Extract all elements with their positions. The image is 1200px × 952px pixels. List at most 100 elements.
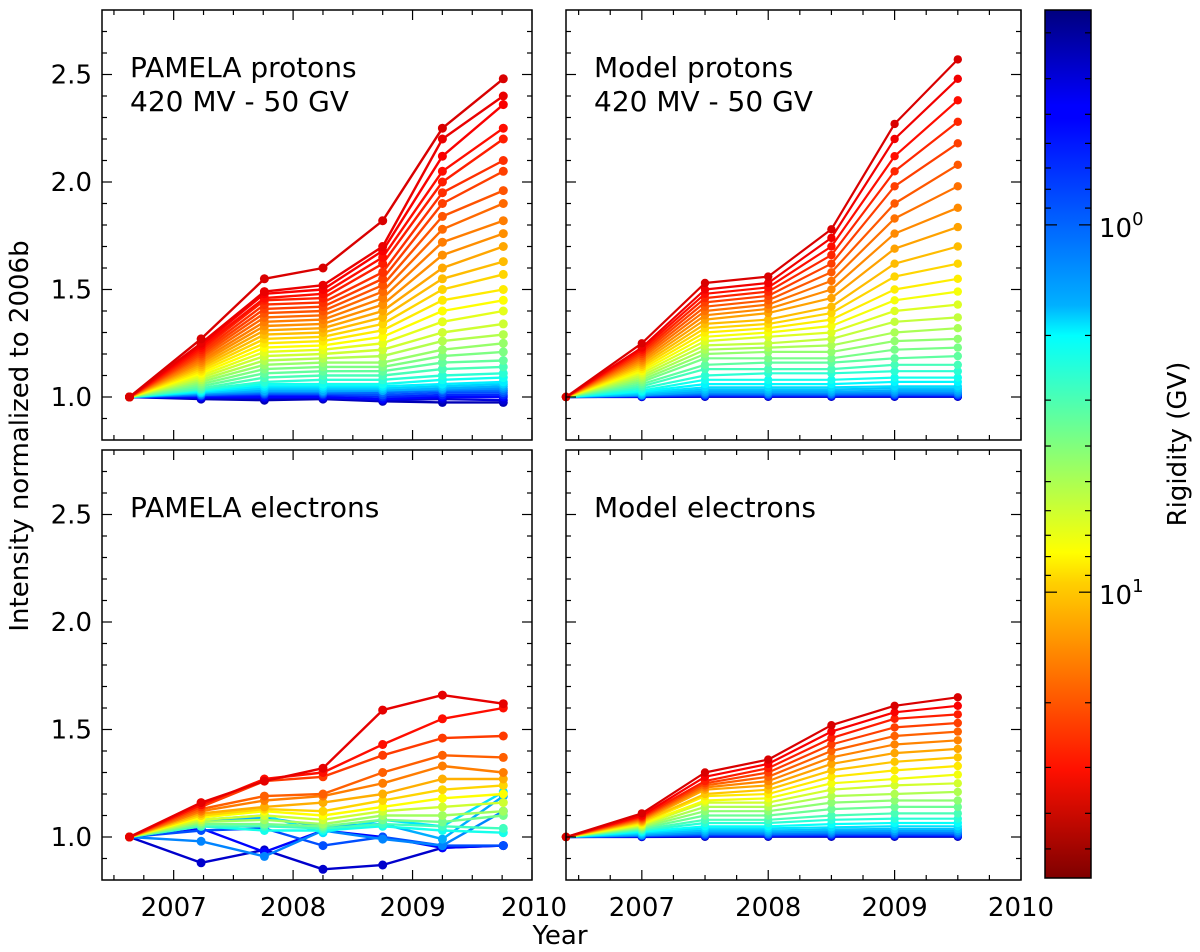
data-point: [437, 328, 447, 337]
data-point: [437, 761, 447, 771]
data-point: [953, 710, 962, 719]
x-tick-label: 2008: [735, 893, 801, 923]
data-point: [890, 214, 899, 223]
data-point: [827, 798, 836, 807]
data-point: [700, 371, 710, 380]
data-point: [890, 809, 899, 818]
data-point: [953, 160, 962, 169]
data-point: [764, 375, 773, 384]
data-point: [827, 354, 836, 363]
data-point: [378, 293, 388, 303]
data-point: [437, 351, 447, 361]
data-point: [125, 392, 134, 402]
data-point: [378, 778, 388, 788]
data-point: [890, 373, 899, 382]
data-point: [378, 319, 388, 329]
data-point: [498, 356, 508, 365]
data-point: [318, 841, 328, 851]
data-point: [890, 296, 899, 305]
data-point: [437, 274, 447, 284]
data-point: [764, 339, 773, 348]
data-point: [498, 134, 508, 144]
data-point: [437, 199, 447, 208]
data-point: [437, 306, 447, 316]
data-point: [953, 334, 962, 344]
data-point: [498, 74, 508, 84]
data-point: [890, 802, 899, 812]
data-point: [437, 295, 447, 305]
data-point: [498, 295, 508, 305]
data-point: [764, 755, 773, 764]
data-point: [890, 167, 899, 176]
data-point: [827, 276, 836, 286]
colorbar-gradient: [1044, 9, 1092, 879]
data-point: [890, 740, 899, 749]
data-point: [437, 188, 447, 198]
data-point: [437, 811, 447, 820]
data-point: [259, 287, 269, 297]
data-point: [498, 798, 508, 808]
data-point: [953, 203, 962, 212]
data-point: [378, 252, 388, 262]
data-point: [953, 796, 962, 805]
data-point: [498, 806, 508, 816]
data-point: [890, 748, 899, 758]
data-point: [827, 293, 836, 303]
data-point: [378, 358, 388, 368]
data-point: [498, 199, 508, 208]
colorbar-tick-exponent: 0: [1132, 209, 1143, 230]
data-point: [827, 721, 836, 730]
colorbar: 100 101 Rigidity (GV): [1044, 9, 1193, 879]
data-point: [827, 242, 836, 251]
data-point: [890, 244, 899, 253]
data-point: [498, 823, 508, 833]
panel-title: PAMELA electrons: [130, 491, 379, 524]
data-point: [890, 723, 899, 732]
data-point: [700, 278, 710, 288]
data-point: [827, 364, 836, 374]
data-point: [437, 785, 447, 795]
data-point: [953, 96, 962, 105]
data-point: [890, 317, 899, 326]
data-point: [378, 312, 388, 322]
x-tick-label: 2008: [260, 893, 326, 923]
data-point: [437, 714, 447, 724]
data-point: [827, 791, 836, 801]
data-point: [953, 343, 962, 352]
data-point: [953, 744, 962, 754]
data-point: [953, 761, 962, 771]
data-point: [437, 224, 447, 234]
panel-subtitle: 420 MV - 50 GV: [594, 85, 813, 118]
data-point: [953, 287, 962, 296]
data-point: [953, 222, 962, 232]
data-point: [437, 690, 447, 700]
colorbar-tick-label: 101: [1099, 576, 1144, 611]
data-point: [890, 757, 899, 766]
data-point: [125, 832, 134, 842]
y-tick-label: 2.5: [51, 501, 92, 531]
data-point: [953, 753, 962, 762]
x-tick-label: 2009: [379, 893, 445, 923]
data-point: [378, 860, 388, 870]
data-point: [378, 802, 388, 812]
data-point: [953, 779, 962, 788]
data-point: [196, 858, 206, 868]
data-point: [498, 123, 508, 133]
data-point: [827, 746, 836, 756]
data-point: [437, 237, 447, 247]
panel-title: Model protons: [594, 51, 793, 84]
x-tick-label: 2007: [141, 893, 207, 923]
data-point: [259, 802, 269, 812]
data-point: [827, 740, 836, 749]
data-point: [437, 802, 447, 812]
data-point: [259, 274, 269, 284]
data-point: [827, 753, 836, 762]
data-point: [827, 727, 836, 736]
data-point: [498, 285, 508, 294]
data-point: [953, 373, 962, 382]
data-point: [764, 354, 773, 363]
data-point: [378, 216, 388, 226]
data-point: [637, 809, 646, 818]
data-point: [318, 263, 328, 273]
data-point: [890, 774, 899, 784]
